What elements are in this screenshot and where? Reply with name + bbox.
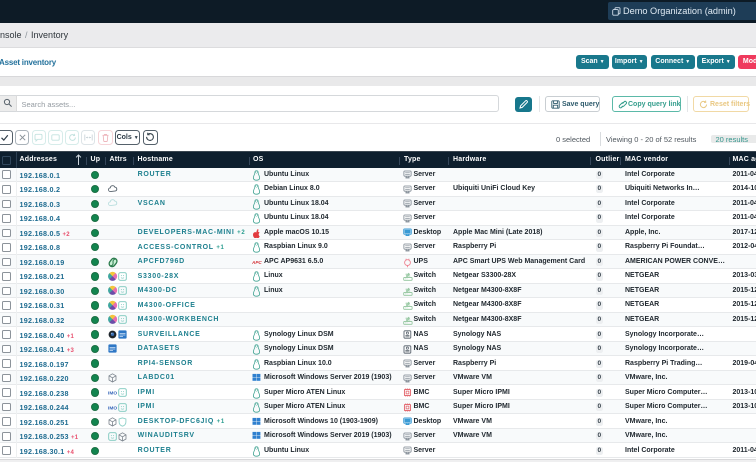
- svg-text:IMO: IMO: [108, 391, 117, 397]
- svg-text:APC: APC: [252, 260, 262, 265]
- svg-text:IMO: IMO: [108, 405, 117, 411]
